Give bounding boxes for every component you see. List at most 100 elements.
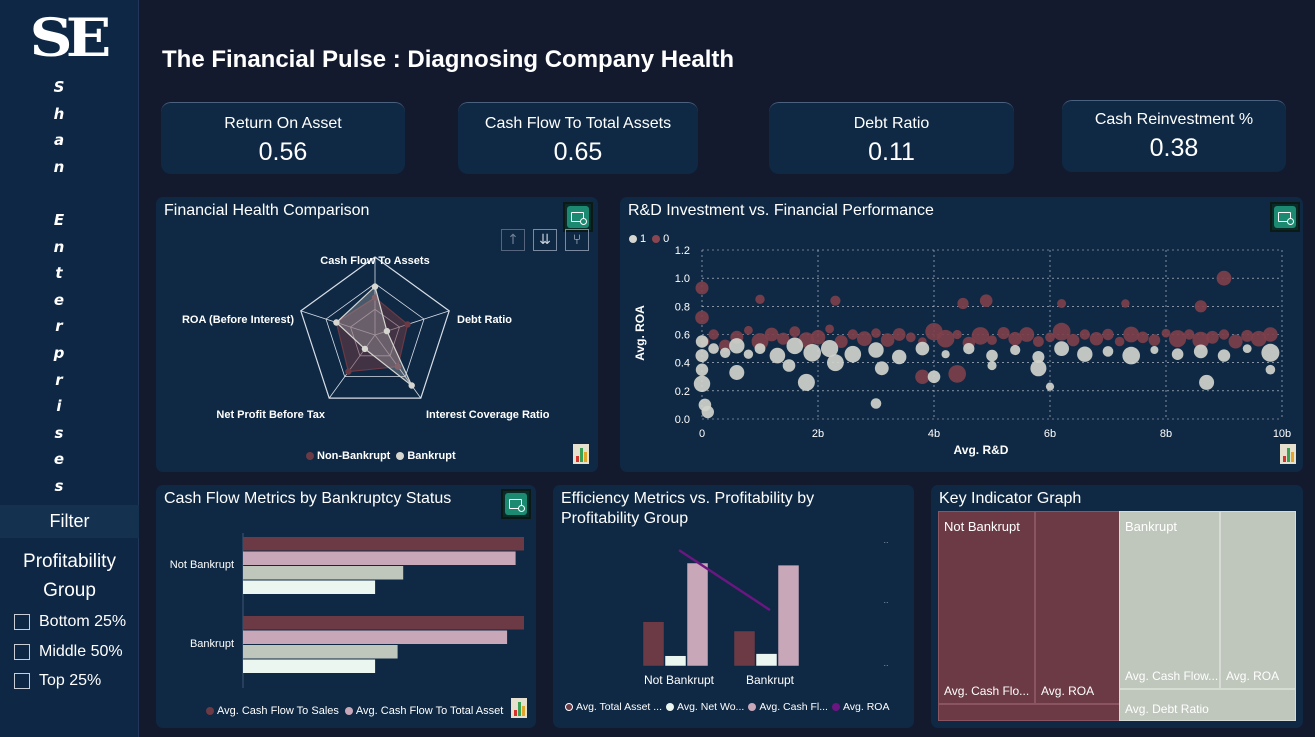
panel-title-line2: Profitability Group: [561, 510, 689, 527]
kpi-value: 0.38: [1149, 134, 1199, 162]
scatter-point: [825, 324, 834, 334]
kpi-value: 0.11: [868, 138, 915, 166]
scatter-x-tick: 4b: [928, 428, 940, 440]
cashflow-category-not-bankrupt: Not Bankrupt: [170, 559, 234, 571]
scatter-point: [1193, 344, 1208, 359]
cashflow-bar: [243, 566, 404, 580]
scatter-y-tick: 0.2: [675, 386, 690, 398]
scatter-y-tick: 0.8: [675, 301, 690, 313]
chart-type-icon: [573, 444, 589, 464]
focus-mode-icon[interactable]: [1270, 202, 1300, 232]
scatter-point: [1114, 336, 1125, 347]
panel-title-line1: Efficiency Metrics vs. Profitability by: [561, 490, 815, 507]
drill-up-icon[interactable]: ↑: [501, 229, 525, 251]
kpi-card-debt-ratio[interactable]: Debt Ratio 0.11: [769, 102, 1014, 174]
treemap-panel[interactable]: Key Indicator Graph Not Bankrupt Avg. Ca…: [931, 485, 1303, 728]
checkbox[interactable]: [14, 644, 30, 660]
checkbox[interactable]: [14, 673, 30, 689]
scatter-point: [880, 333, 895, 347]
treemap-cell-not-bankrupt-roa[interactable]: Avg. ROA: [1035, 511, 1131, 704]
scatter-y-tick: 0.4: [675, 358, 690, 370]
scatter-ticks: 0.0 0.2 0.4 0.6 0.8 1.0 1.2 0 2b 4b 6b 8b 10b: [675, 245, 1291, 440]
focus-mode-icon[interactable]: [563, 202, 593, 232]
radar-point: [361, 345, 369, 353]
expand-next-level-icon[interactable]: ⇊: [533, 229, 557, 251]
filter-option-middle-50[interactable]: Middle 50%: [14, 643, 123, 661]
brand-letter: s: [54, 476, 64, 495]
scatter-point: [1169, 330, 1187, 348]
cashflow-bar: [243, 630, 508, 644]
scatter-point: [1057, 299, 1067, 308]
checkbox[interactable]: [14, 614, 30, 630]
scatter-point: [695, 363, 709, 376]
panel-title: Cash Flow Metrics by Bankruptcy Status: [164, 490, 452, 507]
brand-letter: E: [53, 210, 65, 229]
scatter-point: [915, 369, 930, 384]
treemap-cell-bankrupt-roa[interactable]: Avg. ROA: [1220, 511, 1296, 689]
filter-option-top-25[interactable]: Top 25%: [14, 672, 101, 690]
kpi-card-cash-reinvestment[interactable]: Cash Reinvestment % 0.38: [1062, 100, 1286, 172]
scatter-point: [892, 349, 907, 365]
kpi-label: Debt Ratio: [853, 115, 930, 132]
brand-letter: a: [53, 131, 65, 150]
efficiency-chart-panel[interactable]: Efficiency Metrics vs. Profitability by …: [553, 485, 914, 728]
scatter-point: [1265, 364, 1276, 375]
scatter-point: [986, 349, 998, 362]
kpi-card-cash-flow-to-total-assets[interactable]: Cash Flow To Total Assets 0.65: [458, 102, 698, 174]
treemap-cell-not-bankrupt-other[interactable]: [938, 704, 1131, 721]
brand-letter: r: [55, 370, 63, 389]
cashflow-bar: [243, 616, 524, 630]
filter-option-label: Bottom 25%: [39, 613, 127, 630]
treemap-cell-not-bankrupt-cash-flow[interactable]: Not Bankrupt Avg. Cash Flo...: [938, 511, 1035, 704]
scatter-point: [695, 335, 709, 348]
radar-axis-label-interest-coverage: Interest Coverage Ratio: [426, 409, 550, 421]
scatter-point: [1242, 344, 1252, 353]
scatter-point: [1032, 351, 1045, 363]
treemap-cell-label: Avg. ROA: [1041, 684, 1095, 698]
cashflow-bar-panel[interactable]: Cash Flow Metrics by Bankruptcy Status N…: [156, 485, 536, 728]
scatter-point: [1263, 327, 1278, 342]
efficiency-bar: [664, 655, 687, 667]
scatter-point: [1102, 328, 1114, 341]
scatter-chart: 0.0 0.2 0.4 0.6 0.8 1.0 1.2 0 2b 4b 6b 8b 10b Avg. R…: [633, 245, 1291, 457]
focus-mode-icon[interactable]: [501, 489, 531, 519]
scatter-point: [1216, 270, 1232, 286]
radar-series-area: [335, 285, 413, 386]
scatter-point: [695, 349, 709, 363]
drill-down-icon[interactable]: ⑂: [565, 229, 589, 251]
scatter-y-axis-label: Avg. ROA: [633, 305, 647, 361]
legend-dot-0: [652, 235, 661, 243]
scatter-point: [695, 310, 709, 325]
scatter-point: [708, 343, 719, 354]
scatter-point: [915, 341, 930, 356]
treemap-cell-label: Avg. Cash Flow...: [1125, 669, 1219, 683]
scatter-point: [1171, 348, 1184, 360]
scatter-point: [1030, 360, 1047, 377]
radar-point: [404, 321, 411, 328]
kpi-card-return-on-asset[interactable]: Return On Asset 0.56: [161, 102, 405, 174]
scatter-point: [1206, 330, 1219, 344]
treemap-cell-label: Avg. Cash Flo...: [944, 684, 1030, 698]
treemap-cell-bankrupt-debt-ratio[interactable]: Avg. Debt Ratio: [1119, 689, 1296, 721]
efficiency-axis-tick: ..: [883, 595, 888, 605]
cashflow-bar: [243, 537, 524, 551]
radar-axis-label-debt-ratio: Debt Ratio: [457, 314, 512, 326]
scatter-y-tick: 1.2: [675, 245, 690, 257]
scatter-point: [1161, 328, 1171, 338]
kpi-value: 0.56: [258, 138, 308, 166]
scatter-point: [803, 344, 821, 362]
scatter-x-axis-label: Avg. R&D: [954, 443, 1009, 457]
profitability-group-title: Profitability Group: [0, 547, 139, 605]
legend-dot-total-asset: [565, 703, 573, 711]
efficiency-bar: [733, 630, 756, 667]
scatter-point: [874, 361, 889, 376]
scatter-point: [821, 340, 839, 358]
scatter-x-tick: 8b: [1160, 428, 1172, 440]
filter-option-label: Middle 50%: [39, 643, 123, 660]
radar-chart-panel[interactable]: Financial Health Comparison ↑ ⇊ ⑂ Cash F…: [156, 197, 598, 472]
treemap-cell-bankrupt-cash-flow[interactable]: Bankrupt Avg. Cash Flow...: [1119, 511, 1220, 689]
scatter-point: [892, 328, 906, 341]
filter-option-bottom-25[interactable]: Bottom 25%: [14, 613, 126, 631]
scatter-point: [754, 343, 766, 354]
scatter-chart-panel[interactable]: R&D Investment vs. Financial Performance…: [620, 197, 1303, 472]
